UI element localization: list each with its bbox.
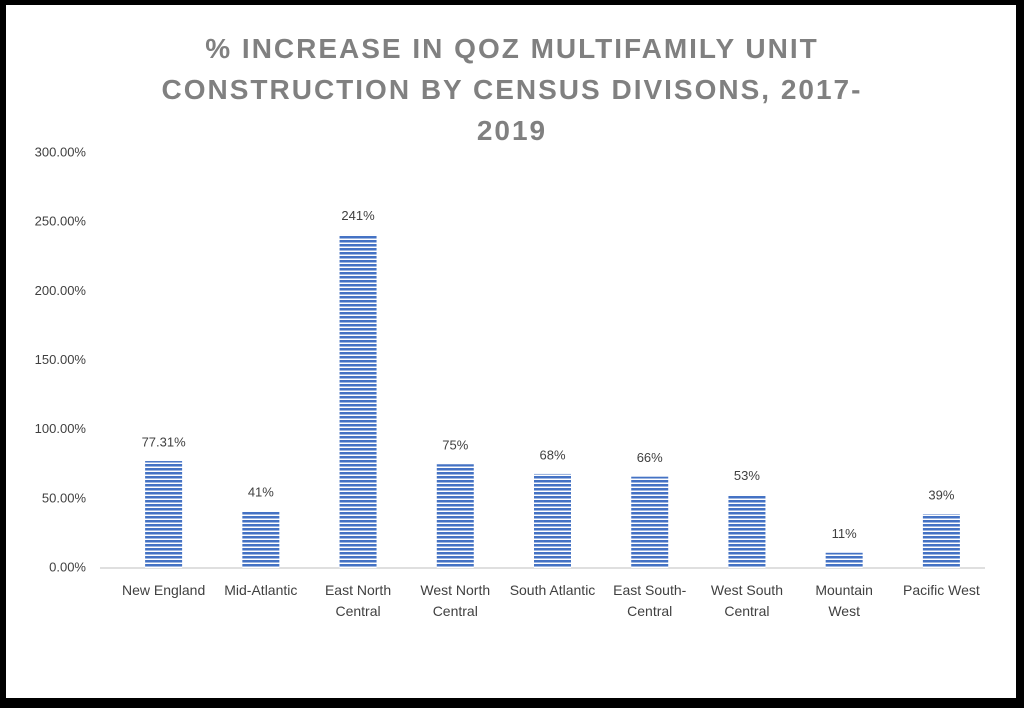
data-label: 39% xyxy=(928,487,954,502)
bar xyxy=(825,552,863,568)
data-label: 68% xyxy=(539,447,565,462)
bar xyxy=(436,464,474,568)
x-tick-label: South Atlantic xyxy=(509,582,596,598)
bar xyxy=(534,473,571,568)
y-tick-label: 100.00% xyxy=(35,421,87,436)
x-tick-label: New England xyxy=(121,582,206,598)
bar xyxy=(242,511,280,568)
data-label: 53% xyxy=(734,468,760,483)
bar xyxy=(922,514,960,568)
chart-title: % INCREASE IN QOZ MULTIFAMILY UNIT CONST… xyxy=(161,33,863,146)
bar xyxy=(145,461,183,568)
bar xyxy=(728,494,766,568)
data-label: 41% xyxy=(248,485,274,500)
x-tick-label: Mid-Atlantic xyxy=(224,582,298,598)
chart-background xyxy=(6,5,1016,698)
y-tick-label: 300.00% xyxy=(35,144,87,159)
y-tick-label: 150.00% xyxy=(35,352,87,367)
y-tick-label: 0.00% xyxy=(49,559,86,574)
data-label: 11% xyxy=(832,526,857,541)
bar xyxy=(339,234,377,568)
bar xyxy=(631,476,669,568)
x-tick-label: Mountain West xyxy=(815,582,873,619)
x-tick-label: East North Central xyxy=(324,582,392,619)
y-tick-label: 50.00% xyxy=(42,490,87,505)
data-label: 66% xyxy=(637,450,663,465)
x-tick-label: West North Central xyxy=(420,582,491,619)
y-tick-label: 250.00% xyxy=(35,214,87,229)
data-label: 241% xyxy=(341,208,375,223)
x-tick-label: West South Central xyxy=(710,582,783,619)
x-tick-label: Pacific West xyxy=(902,582,980,598)
y-tick-label: 200.00% xyxy=(35,283,87,298)
x-tick-label: East South-Central xyxy=(613,582,687,619)
data-label: 75% xyxy=(442,438,468,453)
data-label: 77.31% xyxy=(142,434,187,449)
